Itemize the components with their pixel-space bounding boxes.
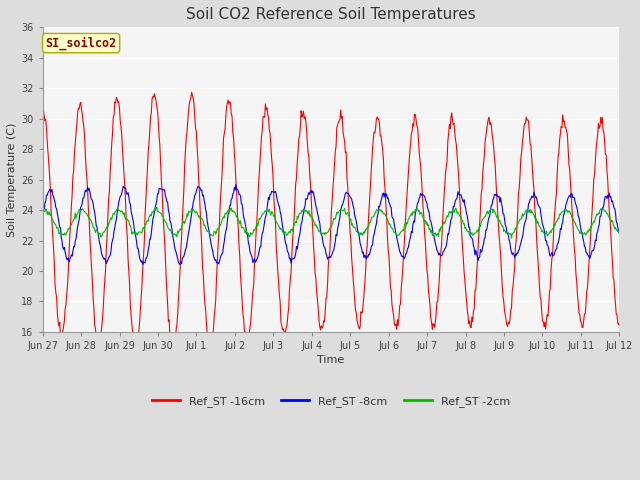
Text: SI_soilco2: SI_soilco2 xyxy=(45,36,116,50)
Legend: Ref_ST -16cm, Ref_ST -8cm, Ref_ST -2cm: Ref_ST -16cm, Ref_ST -8cm, Ref_ST -2cm xyxy=(148,392,515,412)
Line: Ref_ST -8cm: Ref_ST -8cm xyxy=(43,185,620,264)
Ref_ST -2cm xyxy=(120,212,127,217)
Ref_ST -16cm xyxy=(454,164,461,170)
Ref_ST -8cm xyxy=(468,235,476,241)
Ref_ST -8cm xyxy=(308,190,316,196)
Ref_ST -8cm xyxy=(454,189,461,194)
Ref_ST -8cm xyxy=(616,230,623,236)
Ref_ST -8cm xyxy=(176,262,184,267)
Ref_ST -2cm xyxy=(453,210,461,216)
Line: Ref_ST -16cm: Ref_ST -16cm xyxy=(43,92,620,355)
Ref_ST -8cm xyxy=(287,255,294,261)
Title: Soil CO2 Reference Soil Temperatures: Soil CO2 Reference Soil Temperatures xyxy=(186,7,476,22)
Ref_ST -16cm xyxy=(616,320,623,325)
Ref_ST -8cm xyxy=(232,182,240,188)
Ref_ST -2cm xyxy=(285,229,293,235)
Ref_ST -2cm xyxy=(307,215,315,220)
Ref_ST -16cm xyxy=(308,214,316,219)
Ref_ST -2cm xyxy=(616,231,623,237)
Ref_ST -2cm xyxy=(467,231,475,237)
Ref_ST -8cm xyxy=(39,209,47,215)
Ref_ST -16cm xyxy=(287,278,294,284)
Ref_ST -16cm xyxy=(120,161,127,167)
Ref_ST -2cm xyxy=(508,235,515,241)
Ref_ST -8cm xyxy=(41,200,49,206)
Ref_ST -16cm xyxy=(188,89,195,95)
Ref_ST -2cm xyxy=(153,204,161,210)
Ref_ST -2cm xyxy=(41,209,49,215)
Ref_ST -2cm xyxy=(39,210,47,216)
Ref_ST -8cm xyxy=(120,183,127,189)
Y-axis label: Soil Temperature (C): Soil Temperature (C) xyxy=(7,122,17,237)
Ref_ST -16cm xyxy=(468,314,476,320)
Ref_ST -16cm xyxy=(132,352,140,358)
X-axis label: Time: Time xyxy=(317,355,344,365)
Line: Ref_ST -2cm: Ref_ST -2cm xyxy=(43,207,620,238)
Ref_ST -16cm xyxy=(41,118,49,123)
Ref_ST -16cm xyxy=(39,108,47,114)
